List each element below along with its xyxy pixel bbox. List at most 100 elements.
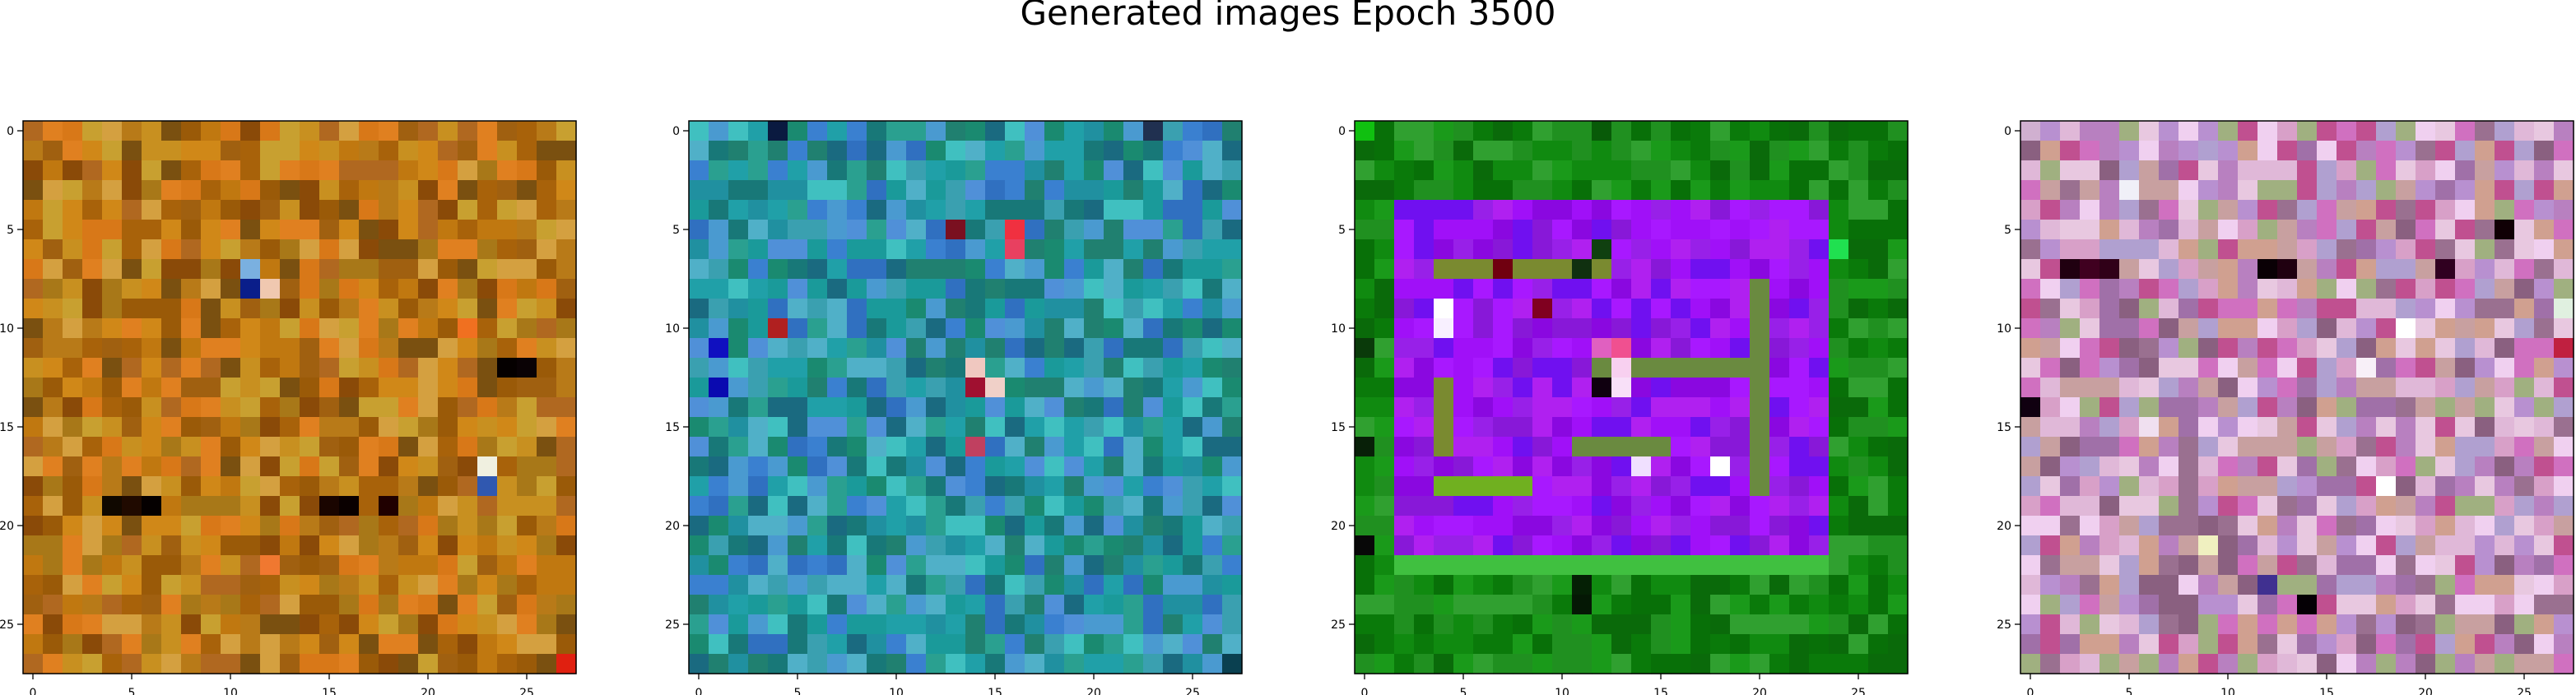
heatmap-cell	[2198, 437, 2219, 457]
heatmap-cell	[1163, 279, 1183, 299]
heatmap-cell	[2396, 180, 2416, 201]
heatmap-cell	[1888, 259, 1909, 280]
heatmap-cell	[2277, 654, 2298, 674]
heatmap-cell	[280, 180, 300, 201]
heatmap-cell	[2040, 299, 2061, 319]
heatmap-cell	[1453, 220, 1474, 240]
heatmap-cell	[946, 180, 966, 201]
heatmap-cell	[985, 299, 1006, 319]
heatmap-cell	[1064, 299, 1085, 319]
heatmap-cell	[709, 180, 729, 201]
heatmap-cell	[319, 259, 340, 280]
heatmap-cell	[142, 476, 162, 497]
heatmap-cell	[1473, 575, 1494, 595]
heatmap-cell	[2396, 299, 2416, 319]
heatmap-cell	[1690, 456, 1711, 477]
heatmap-cell	[2455, 595, 2476, 615]
heatmap-cell	[1651, 338, 1672, 359]
heatmap-cell	[867, 180, 887, 201]
heatmap-cell	[2554, 456, 2574, 477]
heatmap-cell	[1453, 654, 1474, 674]
heatmap-cell	[2376, 575, 2397, 595]
heatmap-cell	[689, 456, 709, 477]
heatmap-cell	[1374, 634, 1395, 655]
heatmap-cell	[2514, 555, 2535, 576]
heatmap-cell	[2455, 239, 2476, 260]
heatmap-cell	[43, 575, 63, 595]
heatmap-cell	[827, 595, 848, 615]
heatmap-cell	[1572, 456, 1593, 477]
heatmap-cell	[2139, 575, 2160, 595]
heatmap-cell	[1005, 141, 1025, 161]
heatmap-cell	[1005, 437, 1025, 457]
heatmap-cell	[1453, 160, 1474, 181]
heatmap-cell	[728, 259, 749, 280]
heatmap-cell	[748, 318, 769, 339]
heatmap-cell	[2297, 634, 2318, 655]
heatmap-cell	[63, 180, 83, 201]
heatmap-cell	[709, 575, 729, 595]
heatmap-cell	[1044, 437, 1065, 457]
heatmap-cell	[2218, 378, 2239, 398]
heatmap-cell	[2159, 575, 2179, 595]
heatmap-cell	[2238, 318, 2258, 339]
heatmap-cell	[2376, 378, 2397, 398]
heatmap-cell	[359, 378, 379, 398]
heatmap-cell	[458, 614, 478, 635]
heatmap-cell	[280, 220, 300, 240]
heatmap-cell	[689, 516, 709, 536]
heatmap-cell	[1005, 575, 1025, 595]
heatmap-cell	[379, 397, 399, 418]
heatmap-cell	[339, 496, 360, 517]
heatmap-cell	[1552, 496, 1573, 517]
heatmap-cell	[985, 437, 1006, 457]
heatmap-cell	[418, 338, 439, 359]
heatmap-cell	[339, 456, 360, 477]
heatmap-cell	[201, 397, 221, 418]
heatmap-cell	[2198, 496, 2219, 517]
heatmap-cell	[965, 496, 986, 517]
heatmap-cell	[2178, 279, 2199, 299]
heatmap-cell	[728, 555, 749, 576]
heatmap-cell	[1493, 614, 1514, 635]
heatmap-cell	[2495, 378, 2515, 398]
heatmap-cell	[201, 160, 221, 181]
heatmap-cell	[709, 595, 729, 615]
heatmap-cell	[438, 496, 458, 517]
heatmap-cell	[1651, 496, 1672, 517]
heatmap-cell	[339, 555, 360, 576]
heatmap-cell	[260, 378, 281, 398]
heatmap-cell	[1355, 595, 1375, 615]
heatmap-cell	[497, 220, 518, 240]
heatmap-cell	[1355, 535, 1375, 556]
heatmap-cell	[2257, 220, 2278, 240]
heatmap-cell	[2356, 200, 2377, 220]
heatmap-cell	[1710, 299, 1731, 319]
heatmap-cell	[63, 614, 83, 635]
heatmap-cell	[1848, 338, 1869, 359]
heatmap-cell	[260, 259, 281, 280]
heatmap-cell	[1084, 220, 1104, 240]
figure-title: Generated images Epoch 3500	[1020, 0, 1555, 33]
heatmap-cell	[2257, 634, 2278, 655]
heatmap-cell	[847, 279, 867, 299]
heatmap-cell	[1552, 378, 1573, 398]
heatmap-cell	[788, 555, 808, 576]
heatmap-cell	[1202, 535, 1223, 556]
heatmap-cell	[1631, 358, 1652, 378]
heatmap-cell	[2198, 595, 2219, 615]
y-tick-label: 0	[672, 125, 680, 138]
x-tick-label: 20	[1752, 687, 1767, 695]
heatmap-cell	[2218, 299, 2239, 319]
heatmap-cell	[1493, 575, 1514, 595]
heatmap-cell	[1631, 160, 1652, 181]
heatmap-cell	[867, 555, 887, 576]
heatmap-cell	[142, 496, 162, 517]
heatmap-cell	[221, 595, 241, 615]
heatmap-cell	[1769, 575, 1790, 595]
heatmap-cell	[748, 595, 769, 615]
heatmap-cell	[807, 535, 828, 556]
heatmap-cell	[201, 535, 221, 556]
heatmap-cell	[1064, 575, 1085, 595]
heatmap-cell	[1123, 239, 1144, 260]
